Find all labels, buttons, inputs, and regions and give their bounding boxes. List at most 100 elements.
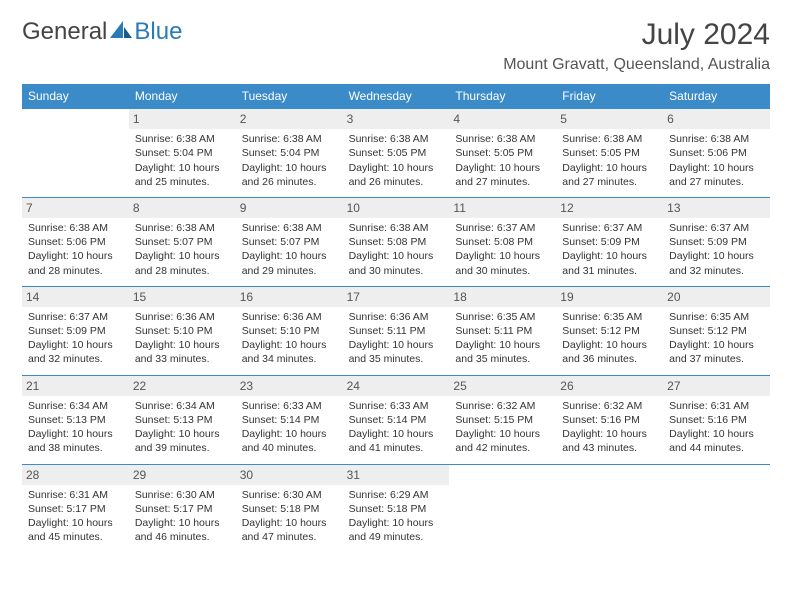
day-number: 10 [343,198,450,218]
daylight-text: Daylight: 10 hours and 26 minutes. [242,161,337,189]
sunrise-text: Sunrise: 6:31 AM [669,399,764,413]
day-cell [556,464,663,553]
day-header: Tuesday [236,84,343,108]
sunset-text: Sunset: 5:08 PM [349,235,444,249]
day-number: 7 [22,198,129,218]
sunrise-text: Sunrise: 6:29 AM [349,488,444,502]
sunset-text: Sunset: 5:05 PM [562,146,657,160]
daylight-text: Daylight: 10 hours and 34 minutes. [242,338,337,366]
sunset-text: Sunset: 5:14 PM [242,413,337,427]
day-cell: 9Sunrise: 6:38 AMSunset: 5:07 PMDaylight… [236,197,343,286]
sunset-text: Sunset: 5:04 PM [242,146,337,160]
day-cell: 3Sunrise: 6:38 AMSunset: 5:05 PMDaylight… [343,108,450,197]
daylight-text: Daylight: 10 hours and 27 minutes. [669,161,764,189]
calendar-header-row: Sunday Monday Tuesday Wednesday Thursday… [22,84,770,108]
sunset-text: Sunset: 5:11 PM [455,324,550,338]
sunset-text: Sunset: 5:18 PM [242,502,337,516]
sunrise-text: Sunrise: 6:38 AM [455,132,550,146]
day-cell: 29Sunrise: 6:30 AMSunset: 5:17 PMDayligh… [129,464,236,553]
day-cell: 21Sunrise: 6:34 AMSunset: 5:13 PMDayligh… [22,375,129,464]
sunset-text: Sunset: 5:09 PM [562,235,657,249]
day-header: Saturday [663,84,770,108]
sunrise-text: Sunrise: 6:38 AM [28,221,123,235]
sunset-text: Sunset: 5:18 PM [349,502,444,516]
day-number: 26 [556,376,663,396]
daylight-text: Daylight: 10 hours and 28 minutes. [135,249,230,277]
day-cell: 18Sunrise: 6:35 AMSunset: 5:11 PMDayligh… [449,286,556,375]
sunset-text: Sunset: 5:06 PM [28,235,123,249]
day-number: 17 [343,287,450,307]
logo: General Blue [22,18,182,46]
day-number: 14 [22,287,129,307]
sunset-text: Sunset: 5:15 PM [455,413,550,427]
day-cell: 20Sunrise: 6:35 AMSunset: 5:12 PMDayligh… [663,286,770,375]
sunset-text: Sunset: 5:06 PM [669,146,764,160]
sunrise-text: Sunrise: 6:37 AM [562,221,657,235]
month-title: July 2024 [503,18,770,52]
day-number: 15 [129,287,236,307]
daylight-text: Daylight: 10 hours and 42 minutes. [455,427,550,455]
daylight-text: Daylight: 10 hours and 43 minutes. [562,427,657,455]
daylight-text: Daylight: 10 hours and 37 minutes. [669,338,764,366]
sunset-text: Sunset: 5:04 PM [135,146,230,160]
daylight-text: Daylight: 10 hours and 39 minutes. [135,427,230,455]
day-cell: 1Sunrise: 6:38 AMSunset: 5:04 PMDaylight… [129,108,236,197]
day-number: 20 [663,287,770,307]
day-number: 2 [236,109,343,129]
day-number: 6 [663,109,770,129]
sunrise-text: Sunrise: 6:36 AM [349,310,444,324]
day-cell: 11 Sunrise: 6:37 AMSunset: 5:08 PMDayligh… [449,197,556,286]
day-number: 22 [129,376,236,396]
daylight-text: Daylight: 10 hours and 32 minutes. [669,249,764,277]
day-cell: 23Sunrise: 6:33 AMSunset: 5:14 PMDayligh… [236,375,343,464]
day-cell: 22Sunrise: 6:34 AMSunset: 5:13 PMDayligh… [129,375,236,464]
sunset-text: Sunset: 5:08 PM [455,235,550,249]
logo-text-1: General [22,18,107,46]
sunset-text: Sunset: 5:17 PM [135,502,230,516]
sunrise-text: Sunrise: 6:37 AM [455,221,550,235]
sunset-text: Sunset: 5:12 PM [562,324,657,338]
day-number: 9 [236,198,343,218]
day-cell: 28Sunrise: 6:31 AMSunset: 5:17 PMDayligh… [22,464,129,553]
daylight-text: Daylight: 10 hours and 27 minutes. [562,161,657,189]
day-cell: 19Sunrise: 6:35 AMSunset: 5:12 PMDayligh… [556,286,663,375]
day-cell: 17Sunrise: 6:36 AMSunset: 5:11 PMDayligh… [343,286,450,375]
header: General Blue July 2024 Mount Gravatt, Qu… [22,18,770,74]
day-number: 1 [129,109,236,129]
day-cell: 16Sunrise: 6:36 AMSunset: 5:10 PMDayligh… [236,286,343,375]
day-number: 29 [129,465,236,485]
daylight-text: Daylight: 10 hours and 35 minutes. [455,338,550,366]
daylight-text: Daylight: 10 hours and 30 minutes. [455,249,550,277]
day-number: 18 [449,287,556,307]
day-number: 11 [449,198,556,218]
day-cell: 8Sunrise: 6:38 AMSunset: 5:07 PMDaylight… [129,197,236,286]
sunset-text: Sunset: 5:05 PM [455,146,550,160]
logo-text-2: Blue [134,18,182,46]
day-cell: 14Sunrise: 6:37 AMSunset: 5:09 PMDayligh… [22,286,129,375]
day-cell: 24Sunrise: 6:33 AMSunset: 5:14 PMDayligh… [343,375,450,464]
day-header: Thursday [449,84,556,108]
daylight-text: Daylight: 10 hours and 30 minutes. [349,249,444,277]
sunset-text: Sunset: 5:12 PM [669,324,764,338]
day-number: 5 [556,109,663,129]
sunset-text: Sunset: 5:13 PM [28,413,123,427]
sunset-text: Sunset: 5:16 PM [562,413,657,427]
day-number: 28 [22,465,129,485]
sunrise-text: Sunrise: 6:38 AM [349,132,444,146]
calendar-body: 1Sunrise: 6:38 AMSunset: 5:04 PMDaylight… [22,108,770,552]
daylight-text: Daylight: 10 hours and 44 minutes. [669,427,764,455]
day-number: 30 [236,465,343,485]
sunrise-text: Sunrise: 6:32 AM [455,399,550,413]
sunrise-text: Sunrise: 6:32 AM [562,399,657,413]
sunset-text: Sunset: 5:07 PM [135,235,230,249]
sunset-text: Sunset: 5:10 PM [135,324,230,338]
day-number: 4 [449,109,556,129]
day-header: Friday [556,84,663,108]
day-cell [449,464,556,553]
day-cell: 5Sunrise: 6:38 AMSunset: 5:05 PMDaylight… [556,108,663,197]
sunrise-text: Sunrise: 6:36 AM [135,310,230,324]
day-number: 23 [236,376,343,396]
day-cell: 30Sunrise: 6:30 AMSunset: 5:18 PMDayligh… [236,464,343,553]
daylight-text: Daylight: 10 hours and 28 minutes. [28,249,123,277]
daylight-text: Daylight: 10 hours and 45 minutes. [28,516,123,544]
